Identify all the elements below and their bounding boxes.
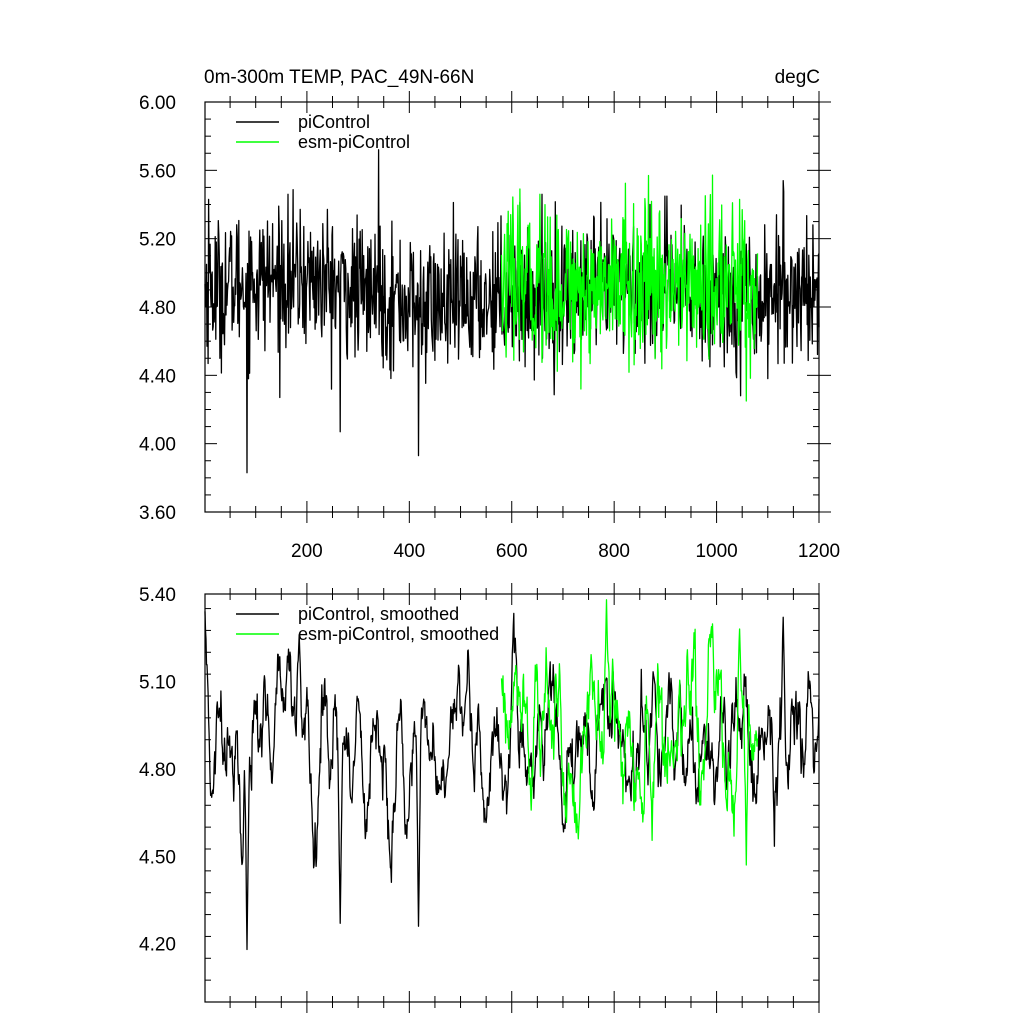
y-tick-labels: 6.00 5.60 5.20 4.80 4.40 4.00 3.60 — [139, 93, 176, 524]
y-tick-label: 5.40 — [139, 585, 176, 606]
series-group — [204, 149, 820, 474]
x-tick-label: 200 — [291, 541, 323, 562]
legend-label: piControl — [298, 112, 370, 132]
y-tick-label: 5.10 — [139, 672, 176, 693]
axis-ticks — [205, 583, 820, 1013]
units-label: degC — [775, 67, 820, 88]
bottom-panel: 5.40 5.10 4.80 4.50 4.20 piControl, smoothed… — [139, 583, 820, 1013]
series-line-esm-picontrol-smoothed — [500, 599, 759, 866]
series-line-esm-picontrol — [500, 174, 759, 402]
y-tick-label: 4.00 — [139, 435, 176, 456]
x-tick-label: 1200 — [798, 541, 840, 562]
axis-ticks — [205, 91, 831, 523]
x-tick-label: 600 — [496, 541, 528, 562]
legend-label: esm-piControl, smoothed — [298, 624, 499, 644]
x-tick-label: 800 — [598, 541, 630, 562]
series-group — [204, 599, 820, 951]
x-tick-labels: 200 400 600 800 1000 1200 — [291, 541, 840, 562]
series-line-picontrol-smoothed — [204, 611, 820, 951]
y-tick-label: 6.00 — [139, 93, 176, 114]
series-line-picontrol — [204, 149, 820, 474]
y-tick-label: 5.60 — [139, 161, 176, 182]
x-tick-label: 1000 — [695, 541, 737, 562]
top-panel: 0m-300m TEMP, PAC_49N-66N degC 200 400 600… — [139, 67, 840, 562]
y-tick-label: 5.20 — [139, 230, 176, 251]
x-tick-label: 400 — [393, 541, 425, 562]
y-tick-label: 4.50 — [139, 847, 176, 868]
chart-title: 0m-300m TEMP, PAC_49N-66N — [204, 67, 474, 88]
y-tick-label: 4.20 — [139, 935, 176, 956]
y-tick-label: 4.40 — [139, 366, 176, 387]
y-tick-label: 4.80 — [139, 760, 176, 781]
y-tick-label: 4.80 — [139, 298, 176, 319]
legend-label: esm-piControl — [298, 132, 410, 152]
y-tick-labels: 5.40 5.10 4.80 4.50 4.20 — [139, 585, 176, 956]
y-tick-label: 3.60 — [139, 503, 176, 524]
legend-label: piControl, smoothed — [298, 604, 459, 624]
